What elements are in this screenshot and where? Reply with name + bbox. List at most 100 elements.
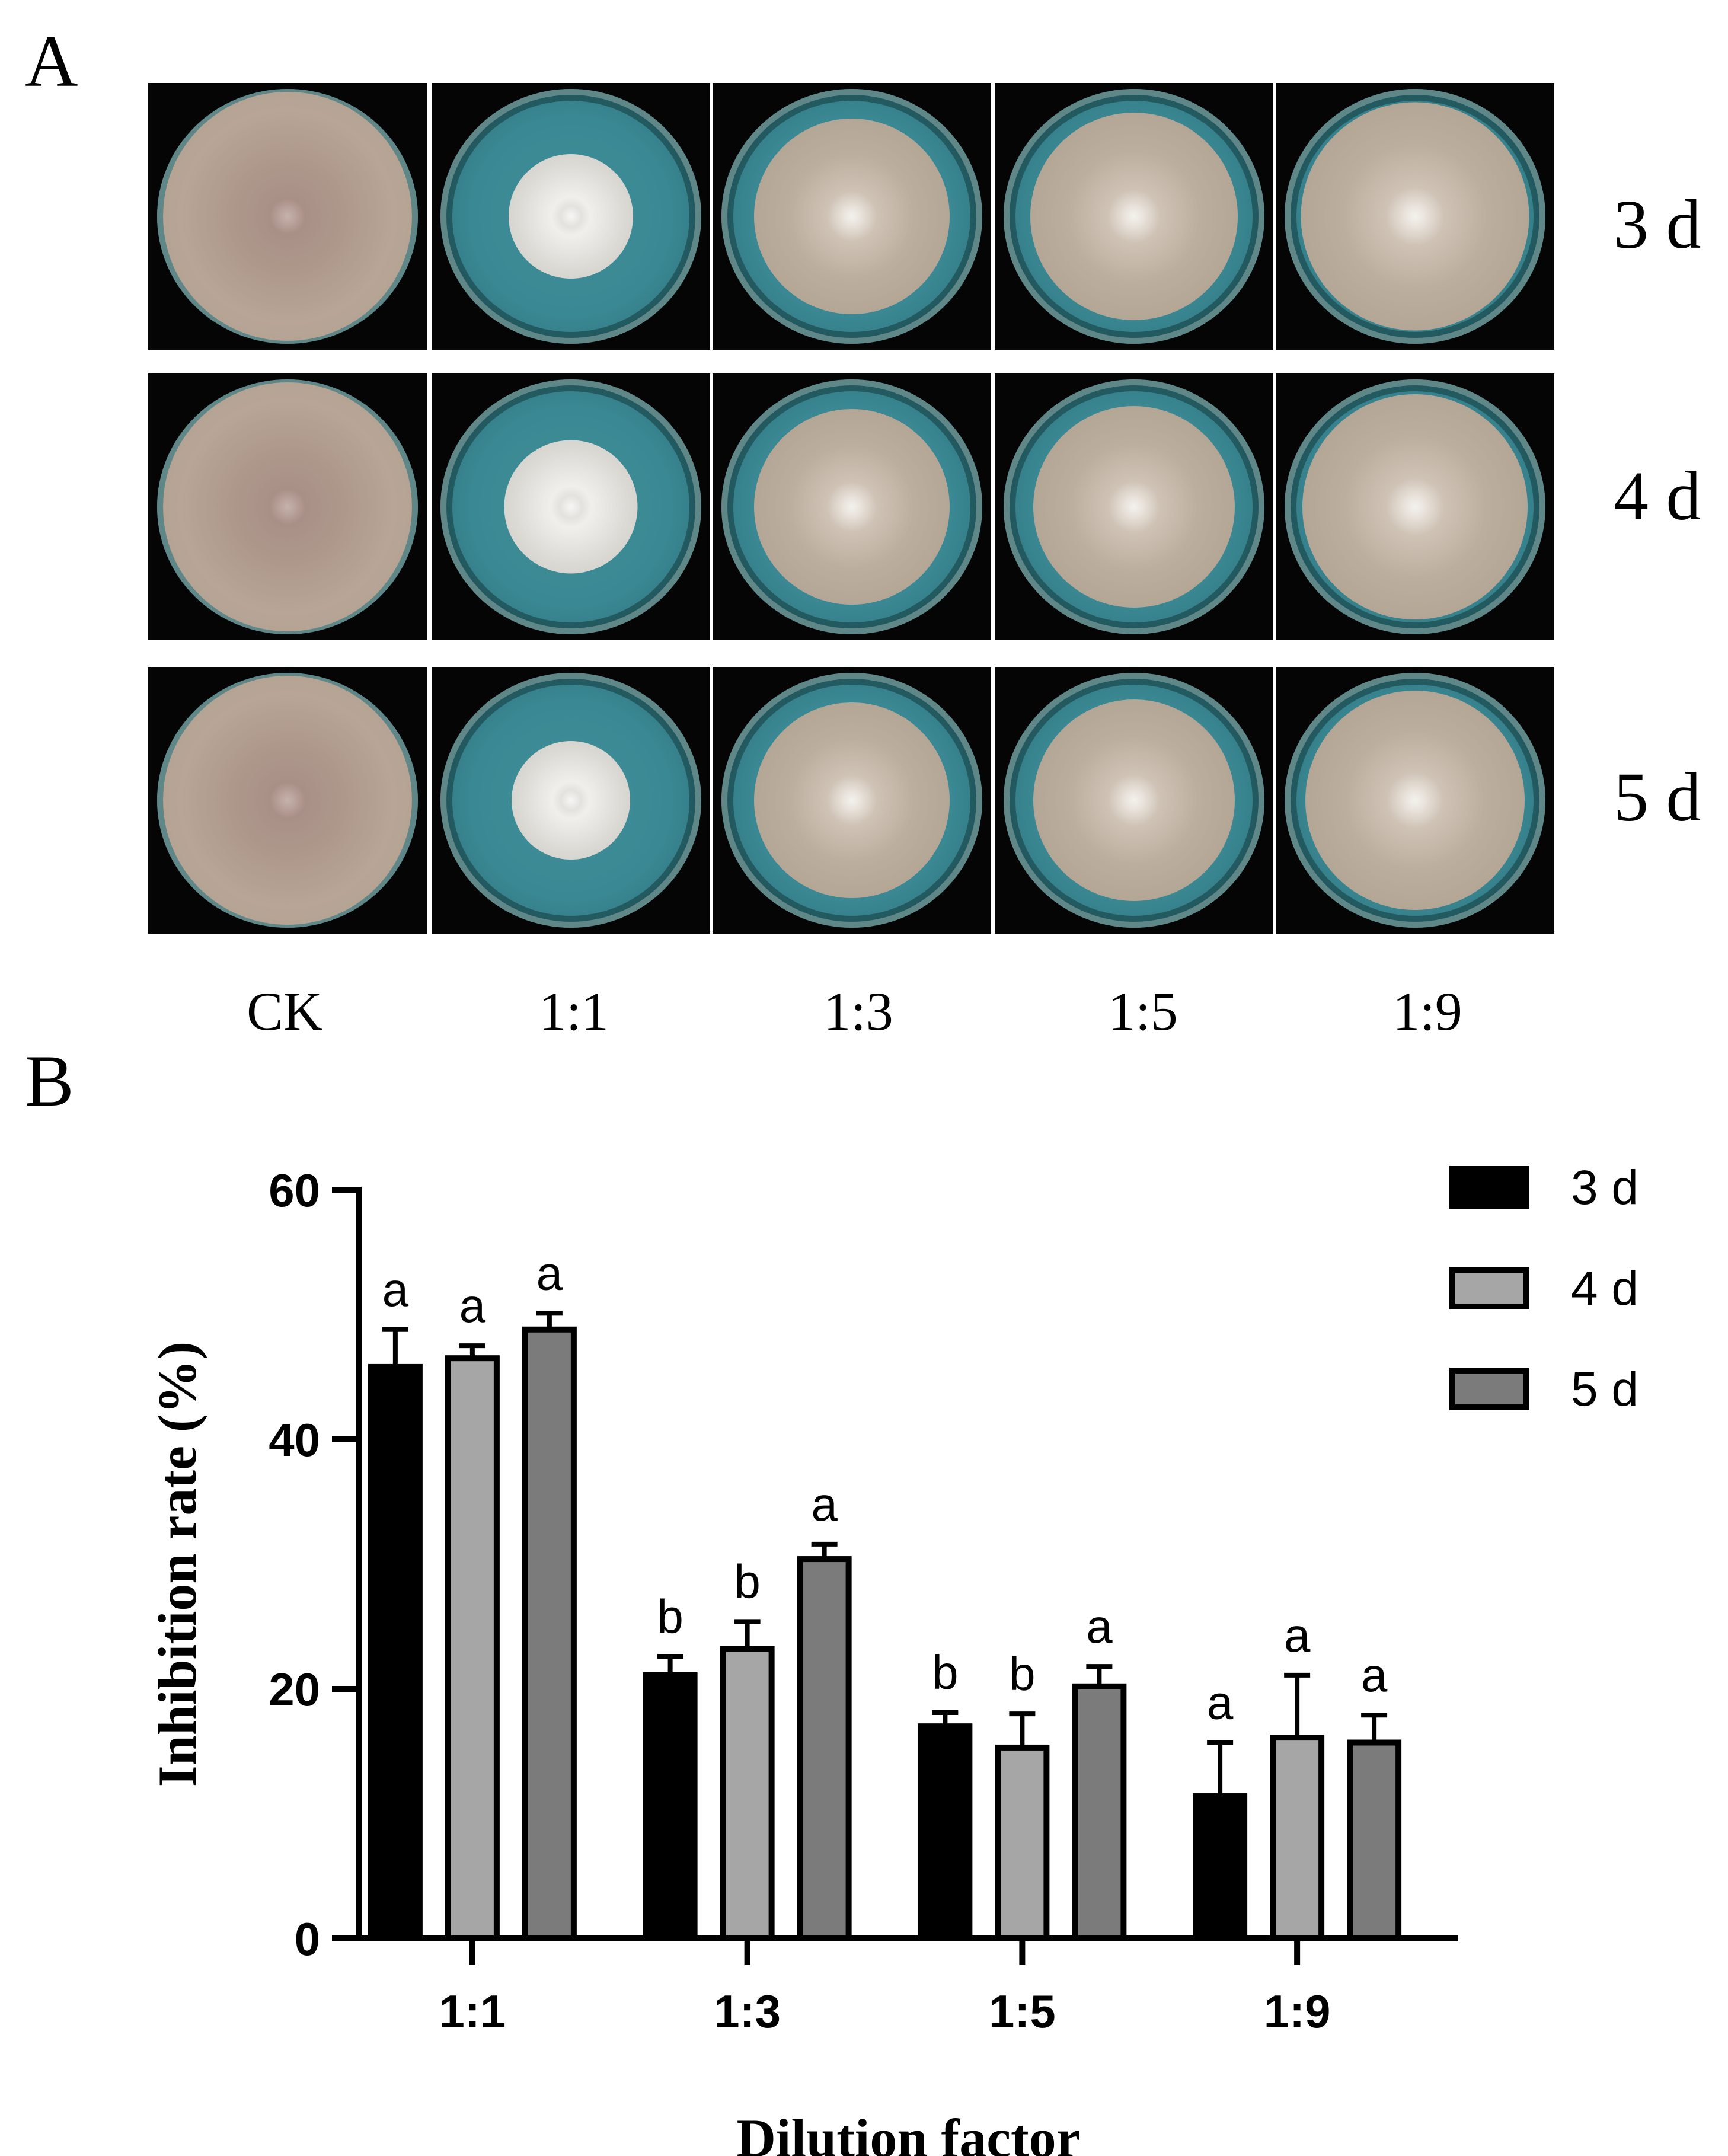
x-tick-label: 1:3 bbox=[714, 1985, 781, 2037]
fungal-colony bbox=[1030, 113, 1238, 320]
legend-label: 3 d bbox=[1571, 1161, 1638, 1215]
bar bbox=[368, 1363, 423, 1941]
bar bbox=[918, 1723, 973, 1942]
col-label-1-3: 1:3 bbox=[823, 981, 893, 1042]
panel-b-label: B bbox=[25, 1040, 74, 1122]
petri-plate-image bbox=[713, 373, 991, 640]
col-label-1-9: 1:9 bbox=[1392, 981, 1462, 1042]
legend-swatch bbox=[1449, 1166, 1529, 1209]
petri-dish bbox=[157, 673, 418, 928]
significance-letter: a bbox=[459, 1279, 486, 1332]
plate-image-grid bbox=[0, 0, 1728, 948]
petri-plate-image bbox=[995, 667, 1273, 934]
x-tick-label: 1:1 bbox=[439, 1985, 506, 2037]
petri-dish bbox=[1285, 379, 1545, 634]
petri-dish bbox=[157, 89, 418, 344]
petri-plate-image bbox=[995, 373, 1273, 640]
petri-dish bbox=[721, 89, 982, 344]
bar bbox=[445, 1355, 500, 1941]
petri-plate-image bbox=[148, 373, 427, 640]
x-tick-label: 1:5 bbox=[989, 1985, 1056, 2037]
significance-letter: a bbox=[1086, 1600, 1113, 1653]
petri-dish bbox=[157, 379, 418, 634]
x-ticks-group: 1:1 1:3 1:5 1:9 bbox=[439, 1938, 1331, 2037]
legend-swatch bbox=[1449, 1267, 1529, 1309]
petri-plate-image bbox=[432, 667, 710, 934]
bar bbox=[1072, 1683, 1127, 1942]
y-axis-title: Inhibition rate (%) bbox=[147, 1341, 207, 1787]
bars-group bbox=[368, 1326, 1402, 1942]
col-label-1-1: 1:1 bbox=[539, 981, 609, 1042]
petri-plate-image bbox=[148, 83, 427, 350]
fungal-colony bbox=[1302, 394, 1528, 619]
fungal-colony bbox=[754, 119, 950, 314]
fungal-colony bbox=[1033, 406, 1235, 608]
row-label-3d: 3 d bbox=[1614, 186, 1701, 263]
petri-dish bbox=[1004, 89, 1264, 344]
bar bbox=[1193, 1793, 1248, 1942]
petri-dish bbox=[1004, 673, 1264, 928]
fungal-colony bbox=[1033, 699, 1235, 901]
col-label-ck: CK bbox=[247, 981, 322, 1042]
bar bbox=[720, 1646, 775, 1941]
petri-dish bbox=[1285, 89, 1545, 344]
y-tick-label: 60 bbox=[269, 1164, 320, 1216]
petri-plate-image bbox=[432, 373, 710, 640]
fungal-colony bbox=[1301, 102, 1529, 331]
significance-letter: b bbox=[932, 1646, 959, 1699]
y-tick-label: 20 bbox=[269, 1663, 320, 1716]
significance-letter: a bbox=[1284, 1609, 1311, 1662]
fungal-colony bbox=[754, 409, 950, 605]
y-tick-label: 40 bbox=[269, 1414, 320, 1466]
fungal-colony bbox=[163, 382, 412, 631]
fungal-colony bbox=[163, 676, 412, 925]
petri-plate-image bbox=[995, 83, 1273, 350]
petri-plate-image bbox=[713, 83, 991, 350]
petri-plate-image bbox=[1276, 83, 1554, 350]
significance-letter: b bbox=[1009, 1647, 1036, 1700]
row-label-4d: 4 d bbox=[1614, 457, 1701, 535]
bar bbox=[1347, 1739, 1402, 1941]
significance-letter: b bbox=[734, 1555, 761, 1608]
fungal-colony bbox=[754, 702, 950, 898]
fungal-colony bbox=[509, 154, 633, 279]
legend-label: 4 d bbox=[1571, 1261, 1638, 1315]
significance-letter: a bbox=[811, 1478, 838, 1531]
significance-letter: b bbox=[657, 1590, 683, 1643]
panel-a-label: A bbox=[25, 21, 78, 102]
col-label-1-5: 1:5 bbox=[1108, 981, 1178, 1042]
fungal-colony bbox=[163, 92, 412, 341]
bar bbox=[1270, 1735, 1325, 1941]
petri-dish bbox=[1004, 379, 1264, 634]
petri-dish bbox=[721, 379, 982, 634]
y-ticks-group: 0 20 40 60 bbox=[269, 1164, 359, 1965]
bar bbox=[797, 1556, 852, 1941]
petri-dish bbox=[440, 673, 701, 928]
legend-label: 5 d bbox=[1571, 1362, 1638, 1416]
petri-plate-image bbox=[1276, 373, 1554, 640]
petri-dish bbox=[721, 673, 982, 928]
significance-letter: a bbox=[382, 1263, 409, 1316]
bar bbox=[995, 1744, 1050, 1942]
legend-swatch bbox=[1449, 1368, 1529, 1410]
petri-dish bbox=[440, 379, 701, 634]
x-tick-label: 1:9 bbox=[1264, 1985, 1331, 2037]
fungal-colony bbox=[504, 440, 638, 574]
petri-plate-image bbox=[713, 667, 991, 934]
significance-letter: a bbox=[536, 1247, 563, 1299]
x-axis-title: Dilution factor bbox=[736, 2108, 1080, 2156]
petri-dish bbox=[440, 89, 701, 344]
bar bbox=[522, 1326, 577, 1941]
row-label-5d: 5 d bbox=[1614, 758, 1701, 836]
bar bbox=[643, 1672, 698, 1941]
legend: 3 d 4 d 5 d bbox=[1449, 1161, 1638, 1416]
significance-letter: a bbox=[1207, 1676, 1234, 1729]
y-tick-label: 0 bbox=[295, 1913, 320, 1965]
fungal-colony bbox=[1305, 691, 1525, 910]
petri-plate-image bbox=[1276, 667, 1554, 934]
fungal-colony bbox=[512, 741, 630, 860]
error-bars-group bbox=[382, 1311, 1388, 1797]
petri-plate-image bbox=[148, 667, 427, 934]
